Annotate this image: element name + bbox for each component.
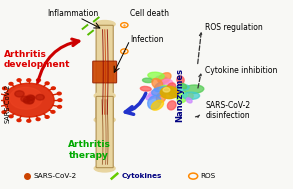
Ellipse shape (167, 101, 176, 110)
Ellipse shape (154, 83, 164, 92)
Ellipse shape (94, 165, 115, 172)
Ellipse shape (159, 85, 178, 94)
Text: SARS-CoV-2
disinfection: SARS-CoV-2 disinfection (205, 101, 251, 120)
Ellipse shape (140, 86, 151, 91)
Ellipse shape (169, 88, 177, 95)
Ellipse shape (94, 116, 115, 123)
Text: Infection: Infection (130, 35, 163, 44)
Ellipse shape (152, 78, 163, 89)
Text: SARS-CoV-2: SARS-CoV-2 (5, 83, 11, 123)
Circle shape (51, 111, 55, 113)
Ellipse shape (151, 100, 163, 110)
Circle shape (23, 97, 34, 104)
Circle shape (9, 115, 13, 118)
Circle shape (17, 119, 21, 122)
Ellipse shape (94, 21, 115, 28)
Text: Arthritis
development: Arthritis development (4, 50, 70, 70)
Ellipse shape (156, 93, 166, 103)
Ellipse shape (188, 93, 193, 99)
Ellipse shape (177, 76, 184, 84)
Ellipse shape (186, 98, 192, 103)
Circle shape (24, 99, 30, 103)
Circle shape (3, 87, 6, 90)
Circle shape (160, 87, 178, 99)
FancyArrowPatch shape (125, 93, 146, 114)
Text: Nanozymes: Nanozymes (176, 67, 185, 122)
Text: Cytokines: Cytokines (122, 173, 162, 179)
FancyBboxPatch shape (96, 96, 113, 168)
Ellipse shape (158, 73, 171, 84)
Ellipse shape (156, 76, 169, 83)
Ellipse shape (94, 92, 115, 99)
Ellipse shape (146, 94, 154, 100)
Circle shape (10, 87, 42, 109)
Ellipse shape (149, 89, 166, 98)
Text: Cell death: Cell death (130, 9, 169, 18)
Ellipse shape (165, 88, 172, 93)
Circle shape (21, 96, 29, 102)
Text: Cytokine inhibition: Cytokine inhibition (205, 66, 278, 75)
Text: Arthritis
therapy: Arthritis therapy (68, 140, 111, 160)
Circle shape (163, 88, 170, 92)
FancyArrowPatch shape (198, 33, 202, 64)
Ellipse shape (184, 85, 204, 94)
Circle shape (2, 111, 6, 113)
Circle shape (45, 82, 49, 84)
FancyArrowPatch shape (198, 74, 202, 88)
Ellipse shape (151, 87, 169, 96)
Ellipse shape (163, 88, 174, 94)
Circle shape (58, 105, 62, 108)
Circle shape (15, 91, 24, 97)
Ellipse shape (165, 89, 174, 93)
Ellipse shape (167, 83, 176, 91)
Ellipse shape (148, 72, 164, 79)
Text: Inflammation: Inflammation (47, 9, 98, 18)
Circle shape (58, 99, 62, 101)
FancyArrowPatch shape (38, 39, 79, 82)
Circle shape (45, 116, 49, 118)
Text: SARS-CoV-2: SARS-CoV-2 (33, 173, 76, 179)
Circle shape (51, 87, 55, 90)
FancyBboxPatch shape (93, 61, 117, 83)
Circle shape (36, 118, 40, 121)
FancyBboxPatch shape (96, 25, 113, 119)
Ellipse shape (177, 92, 187, 103)
Circle shape (37, 79, 40, 81)
Circle shape (28, 100, 33, 104)
Ellipse shape (168, 89, 178, 97)
Ellipse shape (142, 78, 153, 83)
Ellipse shape (176, 85, 189, 91)
FancyArrowPatch shape (195, 115, 200, 119)
Circle shape (27, 119, 31, 122)
Ellipse shape (182, 92, 200, 99)
Circle shape (27, 79, 31, 81)
Circle shape (36, 94, 44, 100)
Text: ROS: ROS (200, 173, 215, 179)
Circle shape (57, 92, 61, 95)
Circle shape (9, 82, 13, 85)
Ellipse shape (148, 96, 161, 109)
Circle shape (26, 95, 35, 100)
Circle shape (28, 96, 35, 100)
Ellipse shape (180, 83, 187, 89)
Ellipse shape (159, 79, 173, 93)
Circle shape (17, 79, 21, 81)
Circle shape (4, 83, 54, 117)
Text: ROS regulation: ROS regulation (205, 23, 263, 32)
